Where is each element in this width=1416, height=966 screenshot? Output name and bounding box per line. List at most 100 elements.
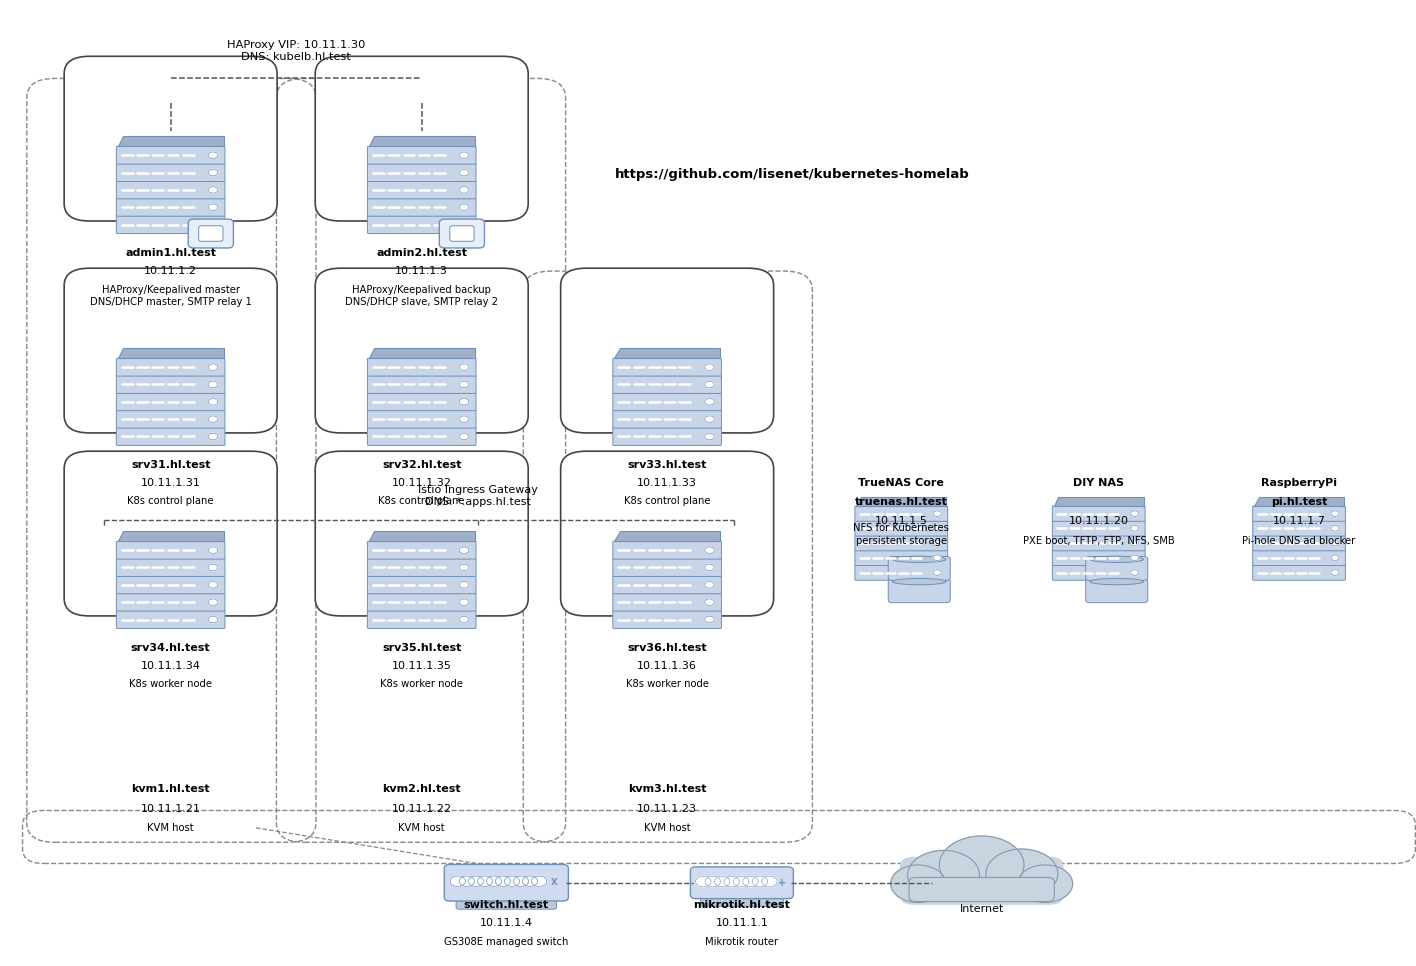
Circle shape	[531, 876, 547, 887]
FancyBboxPatch shape	[1052, 506, 1146, 522]
Text: K8s control plane: K8s control plane	[127, 497, 214, 506]
FancyBboxPatch shape	[116, 558, 225, 577]
Text: K8s control plane: K8s control plane	[624, 497, 711, 506]
FancyBboxPatch shape	[116, 215, 225, 234]
FancyBboxPatch shape	[367, 146, 476, 164]
Text: 10.11.1.2: 10.11.1.2	[144, 267, 197, 276]
Circle shape	[933, 570, 942, 576]
Circle shape	[933, 555, 942, 560]
Ellipse shape	[1090, 556, 1144, 562]
Text: https://github.com/lisenet/kubernetes-homelab: https://github.com/lisenet/kubernetes-ho…	[615, 168, 970, 182]
Circle shape	[705, 582, 714, 588]
Text: KVM host: KVM host	[398, 823, 445, 833]
Circle shape	[1331, 570, 1340, 576]
FancyBboxPatch shape	[367, 611, 476, 629]
Circle shape	[469, 876, 483, 887]
Text: admin2.hl.test: admin2.hl.test	[377, 248, 467, 258]
Text: 10.11.1.36: 10.11.1.36	[637, 661, 697, 671]
Circle shape	[705, 547, 714, 554]
Polygon shape	[118, 136, 224, 146]
Circle shape	[208, 433, 218, 440]
Text: 10.11.1.33: 10.11.1.33	[637, 478, 697, 488]
FancyBboxPatch shape	[1052, 521, 1146, 536]
Polygon shape	[368, 136, 474, 146]
Text: HAProxy/Keepalived backup
DNS/DHCP slave, SMTP relay 2: HAProxy/Keepalived backup DNS/DHCP slave…	[346, 285, 498, 307]
Text: K8s worker node: K8s worker node	[626, 679, 708, 690]
Circle shape	[459, 221, 469, 228]
FancyBboxPatch shape	[367, 376, 476, 393]
Text: srv33.hl.test: srv33.hl.test	[627, 460, 707, 469]
FancyBboxPatch shape	[1052, 535, 1146, 551]
Circle shape	[1018, 865, 1073, 902]
Text: 10.11.1.32: 10.11.1.32	[392, 478, 452, 488]
Circle shape	[486, 876, 501, 887]
FancyBboxPatch shape	[909, 877, 1055, 901]
Text: 10.11.1.7: 10.11.1.7	[1273, 517, 1325, 526]
Circle shape	[459, 582, 469, 588]
Circle shape	[705, 616, 714, 623]
Polygon shape	[615, 348, 719, 357]
Circle shape	[459, 599, 469, 606]
FancyBboxPatch shape	[116, 411, 225, 428]
Polygon shape	[1054, 497, 1144, 505]
FancyBboxPatch shape	[1253, 550, 1345, 565]
Text: X: X	[551, 878, 556, 887]
Text: 10.11.1.22: 10.11.1.22	[392, 804, 452, 813]
Circle shape	[1130, 540, 1138, 546]
Polygon shape	[368, 348, 474, 357]
Circle shape	[1331, 526, 1340, 531]
Circle shape	[496, 876, 511, 887]
Text: 10.11.1.23: 10.11.1.23	[637, 804, 697, 813]
Circle shape	[933, 511, 942, 517]
FancyBboxPatch shape	[367, 428, 476, 445]
FancyBboxPatch shape	[439, 219, 484, 248]
FancyBboxPatch shape	[855, 521, 947, 536]
Circle shape	[459, 399, 469, 405]
FancyBboxPatch shape	[1052, 550, 1146, 565]
Polygon shape	[615, 531, 719, 541]
FancyBboxPatch shape	[367, 163, 476, 182]
Circle shape	[733, 876, 749, 887]
Circle shape	[459, 186, 469, 193]
Ellipse shape	[892, 579, 946, 584]
Text: 10.11.1.1: 10.11.1.1	[715, 919, 769, 928]
Circle shape	[933, 540, 942, 546]
FancyBboxPatch shape	[613, 376, 721, 393]
FancyBboxPatch shape	[367, 576, 476, 594]
FancyBboxPatch shape	[701, 893, 783, 906]
FancyBboxPatch shape	[116, 358, 225, 376]
Circle shape	[459, 876, 474, 887]
Circle shape	[933, 526, 942, 531]
Circle shape	[705, 599, 714, 606]
Text: KVM host: KVM host	[147, 823, 194, 833]
FancyBboxPatch shape	[1086, 556, 1148, 581]
Text: K8s worker node: K8s worker node	[129, 679, 212, 690]
Circle shape	[208, 169, 218, 176]
FancyBboxPatch shape	[367, 593, 476, 611]
FancyBboxPatch shape	[613, 393, 721, 411]
Circle shape	[743, 876, 759, 887]
Circle shape	[459, 416, 469, 422]
Text: 10.11.1.4: 10.11.1.4	[480, 919, 532, 928]
FancyBboxPatch shape	[64, 451, 278, 616]
FancyBboxPatch shape	[188, 219, 234, 248]
FancyBboxPatch shape	[445, 865, 568, 901]
FancyBboxPatch shape	[116, 541, 225, 559]
Circle shape	[459, 433, 469, 440]
Text: KVM host: KVM host	[644, 823, 691, 833]
FancyBboxPatch shape	[116, 163, 225, 182]
FancyBboxPatch shape	[316, 451, 528, 616]
FancyBboxPatch shape	[116, 593, 225, 611]
Text: srv34.hl.test: srv34.hl.test	[130, 643, 211, 653]
Text: +: +	[779, 878, 786, 888]
Circle shape	[459, 364, 469, 370]
FancyBboxPatch shape	[1253, 535, 1345, 551]
Circle shape	[1331, 511, 1340, 517]
Text: 10.11.1.20: 10.11.1.20	[1069, 517, 1129, 526]
Circle shape	[477, 876, 493, 887]
FancyBboxPatch shape	[116, 146, 225, 164]
Circle shape	[1331, 540, 1340, 546]
FancyBboxPatch shape	[116, 611, 225, 629]
Circle shape	[986, 849, 1058, 898]
Circle shape	[939, 836, 1024, 894]
